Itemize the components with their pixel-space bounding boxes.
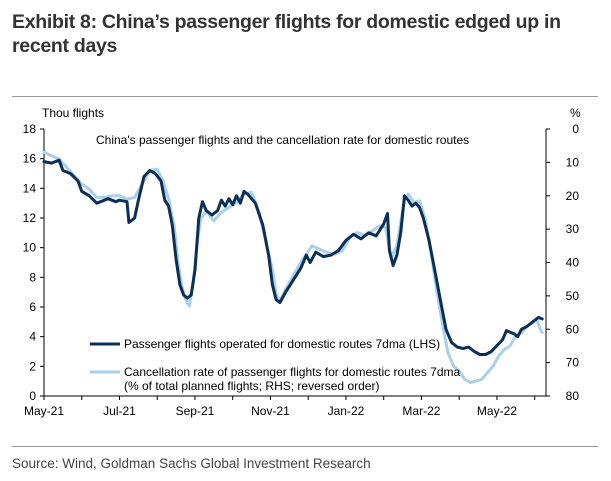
top-divider: [12, 96, 598, 97]
series-line-flights: [42, 158, 544, 356]
legend-label-cancellation-rate-note: (% of total planned flights; RHS; revers…: [124, 379, 379, 393]
right-tick-label: 80: [566, 389, 580, 403]
right-tick-label: 0: [572, 122, 579, 136]
left-tick-label: 12: [23, 211, 37, 225]
line-chart: China's passenger flights and the cancel…: [23, 106, 581, 418]
left-tick-label: 4: [29, 330, 36, 344]
bottom-divider: [12, 446, 598, 447]
x-tick-label: Sep-21: [176, 404, 215, 418]
right-tick-label: 70: [566, 356, 580, 370]
legend-label-cancellation-rate: Cancellation rate of passenger flights f…: [124, 365, 461, 379]
right-tick-label: 30: [566, 222, 580, 236]
axes-group: 0 2 4 6 8 10 12 14 16 18 0 10 20 30 40 50 60 70 80 May-21 Ju…: [23, 122, 580, 418]
left-axis-label: Thou flights: [42, 106, 104, 120]
x-tick-label: Jan-22: [328, 404, 365, 418]
source-note: Source: Wind, Goldman Sachs Global Inves…: [12, 456, 371, 471]
right-tick-label: 20: [566, 189, 580, 203]
left-tick-label: 16: [23, 152, 37, 166]
right-tick-label: 60: [566, 322, 580, 336]
x-tick-label: May-22: [477, 404, 517, 418]
x-tick-label: Nov-21: [251, 404, 290, 418]
right-tick-label: 50: [566, 289, 580, 303]
left-tick-label: 18: [23, 122, 37, 136]
series-group: [42, 150, 544, 385]
legend-label-flights: Passenger flights operated for domestic …: [124, 337, 440, 351]
left-tick-label: 2: [29, 359, 36, 373]
x-tick-label: May-21: [24, 404, 64, 418]
right-axis-label: %: [570, 106, 581, 120]
exhibit-title: Exhibit 8: China’s passenger flights for…: [12, 11, 561, 57]
chart-title: China's passenger flights and the cancel…: [96, 133, 469, 147]
x-tick-label: Mar-22: [402, 404, 440, 418]
x-tick-label: Jul-21: [103, 404, 136, 418]
legend: Passenger flights operated for domestic …: [90, 337, 461, 393]
left-tick-label: 14: [23, 181, 37, 195]
right-tick-label: 40: [566, 256, 580, 270]
left-tick-label: 8: [29, 270, 36, 284]
right-tick-label: 10: [566, 155, 580, 169]
left-tick-label: 10: [23, 241, 37, 255]
left-tick-label: 0: [29, 389, 36, 403]
left-tick-label: 6: [29, 300, 36, 314]
